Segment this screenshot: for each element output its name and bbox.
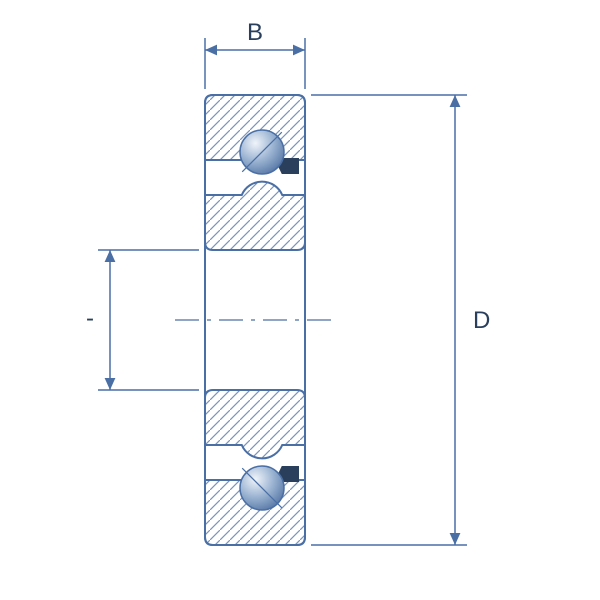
- dim-bore-label: -: [86, 305, 94, 332]
- inner-race-top: [205, 182, 305, 250]
- arrow-icon: [450, 533, 461, 545]
- dim-d-label: D: [473, 307, 490, 334]
- inner-race-bottom: [205, 390, 305, 458]
- dimension-d: D: [311, 95, 490, 545]
- arrow-icon: [105, 250, 116, 262]
- arrow-icon: [293, 45, 305, 56]
- dimension-b: B: [205, 19, 305, 89]
- bearing-cross-section-diagram: B D -: [0, 0, 600, 600]
- dim-b-label: B: [247, 19, 263, 46]
- arrow-icon: [450, 95, 461, 107]
- arrow-icon: [205, 45, 217, 56]
- arrow-icon: [105, 378, 116, 390]
